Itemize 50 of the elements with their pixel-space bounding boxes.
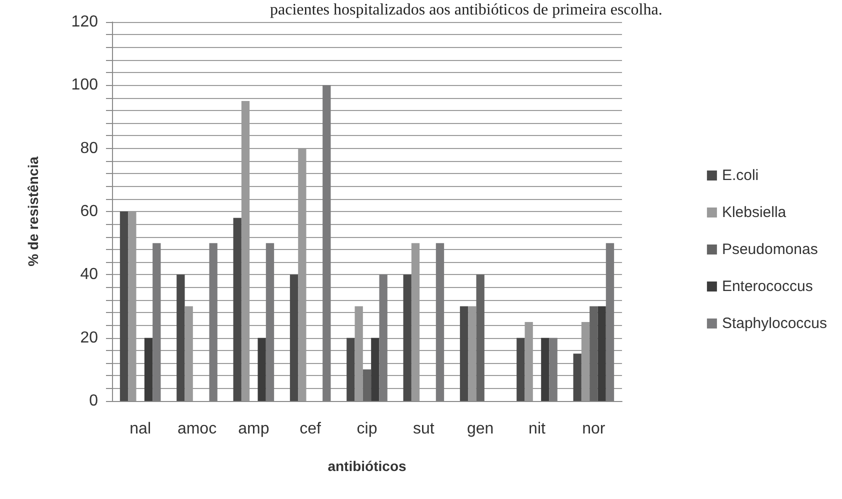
x-tick-label: gen [466,420,494,438]
x-tick-label: cef [300,420,322,438]
bar [233,218,242,401]
y-axis-title: % de resistência [25,156,41,266]
bar [362,369,372,401]
bar [209,243,218,401]
bar [379,274,388,401]
bar [144,338,153,401]
y-tick-label: 0 [89,392,98,410]
bar [460,306,468,401]
bar [606,243,614,401]
legend-label: Pseudomonas [722,241,818,258]
legend-label: Staphylococcus [722,315,828,332]
bar [541,338,550,401]
bar [573,354,582,401]
x-axis-title: antibióticos [328,458,406,474]
x-tick-label: sut [412,420,435,438]
bar [516,338,525,401]
x-tick-label: amoc [177,420,217,438]
bar [176,274,185,401]
bar [322,85,331,401]
legend-label: E.coli [722,167,759,184]
x-tick-label: nor [582,420,606,438]
legend-label: Enterococcus [722,278,813,295]
bar [590,306,598,401]
legend-label: Klebsiella [722,204,787,221]
x-tick-label: nal [130,420,152,438]
bar [120,212,128,401]
x-tick-label: cip [356,420,378,438]
chart-title: pacientes hospitalizados aos antibióticos de primeira escolha. [270,2,662,18]
bar [290,274,298,401]
x-tick-label: nit [528,420,546,438]
y-tick-label: 60 [80,203,98,220]
x-tick-label: amp [238,420,270,438]
y-tick-label: 20 [80,329,98,346]
bar [598,306,606,401]
bar [468,306,476,401]
y-tick-label: 80 [80,140,98,157]
y-tick-label: 40 [80,266,98,284]
bar [476,274,484,401]
bar [403,274,412,401]
y-tick-label: 120 [71,14,98,30]
bar [371,338,380,401]
bar [152,243,161,401]
bar [436,243,444,401]
bar [266,243,274,401]
y-tick-label: 100 [71,76,98,94]
bar [549,338,558,401]
bar [346,338,355,401]
bar [258,338,266,401]
